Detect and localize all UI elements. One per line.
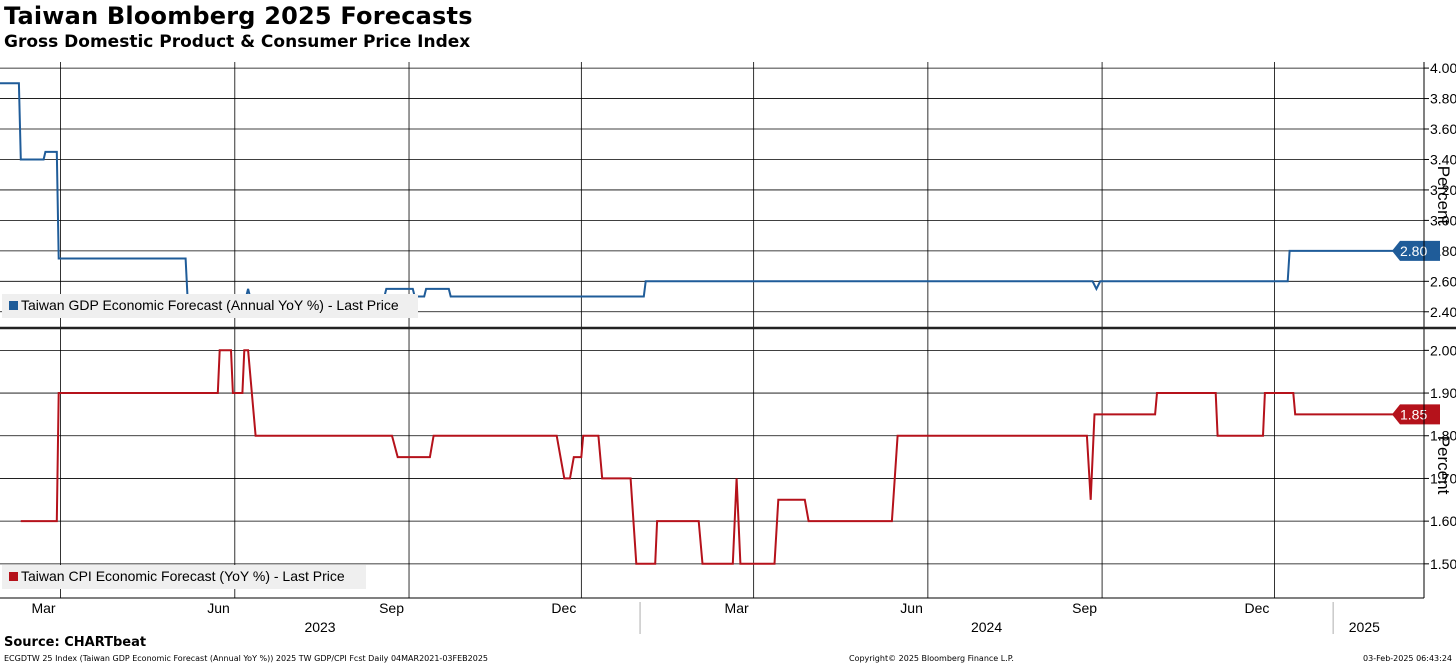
last-value-tag	[1392, 404, 1440, 425]
y-tick-label: 1.70	[1430, 470, 1456, 486]
y-tick-label: 3.60	[1430, 121, 1456, 137]
y-tick-label: 3.00	[1430, 212, 1456, 228]
cpi-panel: 1.50 1.60 1.70 1.80 1.90 2.00 Percent 1.85 Taiwa…	[0, 342, 1456, 589]
x-tick-label: Dec	[551, 600, 576, 616]
x-year-label: 2023	[304, 619, 335, 635]
legend-box	[2, 565, 366, 589]
footer-timestamp: 03-Feb-2025 06:43:24	[1363, 654, 1452, 663]
legend-box	[2, 294, 418, 318]
grid-lines	[60, 62, 1275, 598]
y-tick-label: 2.40	[1430, 304, 1456, 320]
y-tick-label: 4.00	[1430, 60, 1456, 76]
x-tick-label: Sep	[1072, 600, 1097, 616]
x-tick-label: Sep	[379, 600, 404, 616]
last-value-label: 2.80	[1400, 243, 1427, 259]
chart-subtitle: Gross Domestic Product & Consumer Price …	[4, 32, 471, 52]
x-year-label: 2025	[1349, 619, 1380, 635]
series-line	[0, 82, 1396, 298]
x-tick-label: Jun	[207, 600, 230, 616]
legend-label: Taiwan CPI Economic Forecast (YoY %) - L…	[21, 568, 345, 584]
footer-copyright: Copyright© 2025 Bloomberg Finance L.P.	[849, 654, 1014, 663]
x-year-label: 2024	[971, 619, 1002, 635]
legend-swatch	[9, 301, 18, 310]
chart-title: Taiwan Bloomberg 2025 Forecasts	[4, 2, 473, 30]
y-tick-label: 3.20	[1430, 182, 1456, 198]
x-tick-label: Jun	[900, 600, 923, 616]
x-tick-label: Dec	[1244, 600, 1269, 616]
y-tick-label: 2.00	[1430, 342, 1456, 358]
y-tick-label: 1.50	[1430, 556, 1456, 572]
y-axis-title: Percent	[1434, 436, 1453, 495]
gdp-panel: 2.40 2.602.803.00 3.20 3.40 3.60 3.80 4.00 Perc…	[0, 60, 1456, 320]
y-tick-label: 1.90	[1430, 385, 1456, 401]
y-tick-label: 3.40	[1430, 151, 1456, 167]
x-tick-label: Mar	[31, 600, 55, 616]
x-axis: Mar Jun Sep Dec Mar Jun Sep Dec 2023 2024 2025	[0, 62, 1456, 635]
legend-label: Taiwan GDP Economic Forecast (Annual YoY…	[21, 297, 399, 313]
y-tick-label: 1.80	[1430, 428, 1456, 444]
y-tick-label: 3.80	[1430, 91, 1456, 107]
legend-swatch	[9, 572, 18, 581]
source-note: Source: CHARTbeat	[4, 635, 147, 650]
last-value-label: 1.85	[1400, 406, 1427, 422]
footer-index-info: ECGDTW 25 Index (Taiwan GDP Economic For…	[4, 654, 489, 663]
y-tick-label: 1.60	[1430, 513, 1456, 529]
y-axis-title: Percent	[1434, 166, 1453, 225]
series-line	[20, 349, 1396, 565]
y-tick-label: 2.60	[1430, 273, 1456, 289]
x-tick-label: Mar	[725, 600, 749, 616]
last-value-tag	[1392, 240, 1440, 261]
